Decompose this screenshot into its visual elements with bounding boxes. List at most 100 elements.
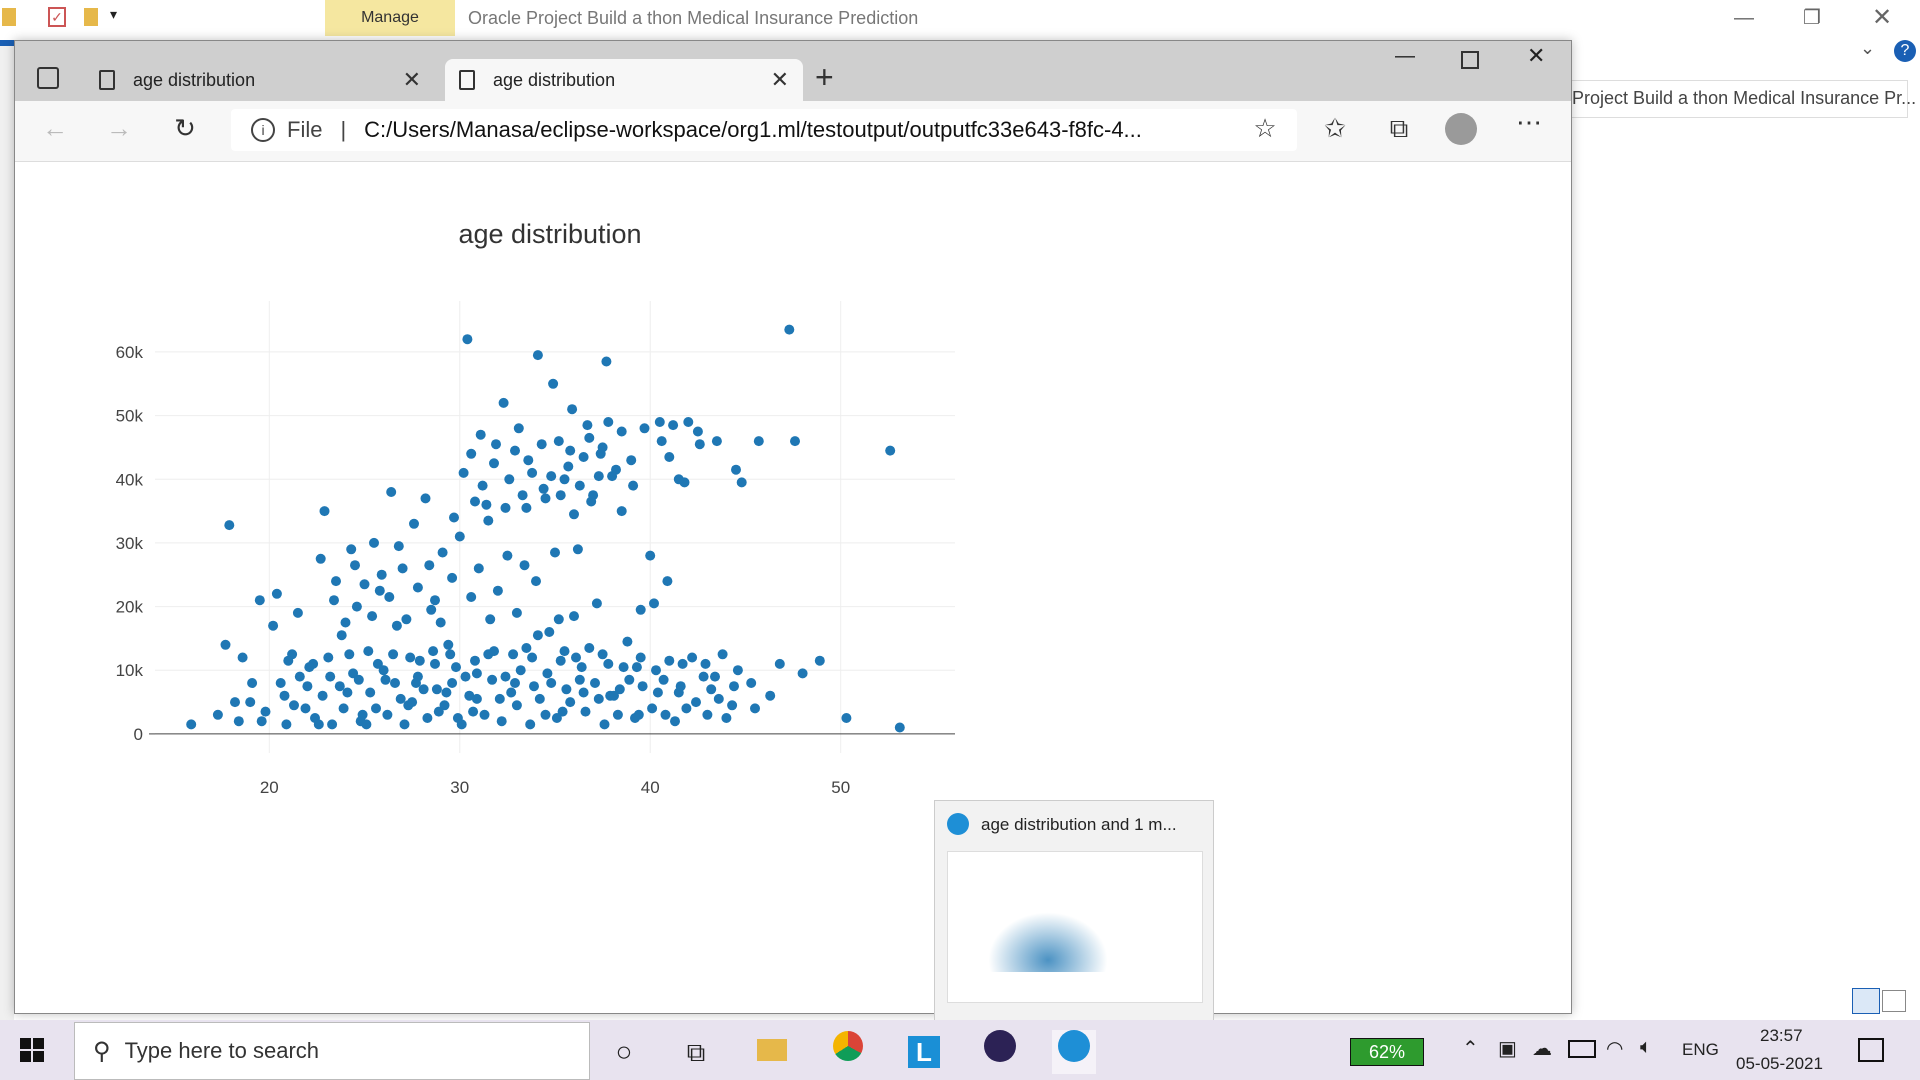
restore-icon[interactable]: ❐ [1803, 7, 1821, 29]
add-favorite-icon[interactable]: ☆ [1253, 113, 1277, 143]
scatter-point [365, 687, 376, 698]
checklist-icon[interactable]: ✓ [48, 7, 66, 27]
wifi-icon[interactable]: ◠ [1606, 1038, 1624, 1060]
show-hidden-icons[interactable]: ⌃ [1462, 1038, 1479, 1060]
address-bar[interactable]: i File | C:/Users/Manasa/eclipse-workspa… [231, 109, 1297, 151]
scatter-point [532, 630, 543, 641]
edge-taskbar-icon[interactable] [1052, 1030, 1096, 1074]
scatter-point [660, 709, 671, 720]
scatter-point [281, 719, 292, 730]
scatter-point [540, 493, 551, 504]
clock-date[interactable]: 05-05-2021 [1736, 1054, 1823, 1073]
refresh-icon[interactable]: ↻ [174, 113, 196, 143]
meet-now-icon[interactable]: ▣ [1498, 1038, 1517, 1060]
scatter-point [635, 604, 646, 615]
scatter-point [447, 678, 458, 688]
folder-icon[interactable] [84, 8, 98, 26]
scatter-point [391, 620, 402, 631]
scatter-point [433, 706, 444, 717]
tab-actions-icon[interactable] [37, 67, 59, 89]
quick-access-dropdown-icon[interactable]: ▾ [110, 6, 118, 22]
search-placeholder: Type here to search [124, 1038, 320, 1063]
address-url[interactable]: C:/Users/Manasa/eclipse-workspace/org1.m… [364, 117, 1142, 142]
scatter-point [489, 458, 499, 469]
ribbon-expand-icon[interactable]: ⌄ [1860, 38, 1876, 58]
scatter-point [256, 716, 267, 727]
scatter-point [186, 719, 197, 730]
eclipse-icon[interactable] [978, 1030, 1022, 1074]
scatter-point [683, 417, 694, 427]
scatter-point [447, 572, 458, 583]
scatter-point [477, 480, 488, 491]
scatter-point [395, 693, 406, 704]
details-view-icon[interactable] [1852, 988, 1880, 1014]
browser-close-icon[interactable]: ✕ [1527, 43, 1546, 68]
scatter-point [593, 471, 604, 482]
clock-time[interactable]: 23:57 [1760, 1026, 1803, 1045]
scatter-point [405, 652, 416, 663]
scatter-point [351, 601, 362, 612]
manage-tab[interactable]: Manage [325, 0, 455, 36]
scatter-point [336, 630, 347, 641]
chrome-icon[interactable] [826, 1030, 870, 1074]
battery-icon[interactable] [1568, 1040, 1596, 1058]
browser-minimize-icon[interactable]: — [1395, 45, 1415, 67]
close-icon[interactable]: ✕ [1871, 4, 1893, 31]
scatter-point [569, 509, 579, 520]
more-options-icon[interactable]: ⋯ [1516, 107, 1542, 137]
profile-avatar[interactable] [1445, 113, 1477, 145]
collections-icon[interactable]: ⧉ [1389, 113, 1409, 143]
notifications-icon[interactable] [1858, 1038, 1884, 1062]
large-icons-view-icon[interactable] [1882, 990, 1906, 1012]
back-icon[interactable]: ← [42, 113, 68, 143]
volume-icon[interactable]: 🔈︎ [1640, 1036, 1652, 1058]
scatter-point [268, 620, 279, 631]
tab-age-distribution-1[interactable]: age distribution ✕ [85, 59, 435, 101]
favorites-icon[interactable]: ✩ [1324, 113, 1346, 143]
cortana-icon[interactable]: ○ [615, 1036, 633, 1067]
scatter-point [431, 684, 442, 695]
task-view-icon[interactable]: ⧉ [686, 1037, 706, 1067]
scatter-point [344, 649, 355, 660]
scatter-point [489, 646, 499, 657]
search-icon: ⚲ [93, 1037, 111, 1065]
scatter-point [639, 423, 650, 434]
taskbar-preview[interactable]: age distribution and 1 m... [934, 800, 1214, 1022]
scatter-point [294, 671, 305, 682]
scatter-point [588, 490, 599, 501]
taskbar-search-input[interactable]: ⚲ Type here to search [74, 1022, 590, 1080]
scatter-point [420, 493, 431, 504]
file-explorer-icon[interactable] [750, 1030, 794, 1074]
scatter-point [412, 582, 423, 593]
scatter-point [572, 544, 583, 555]
y-tick-label: 20k [116, 598, 144, 617]
scatter-point [473, 563, 484, 574]
browser-maximize-icon[interactable] [1461, 51, 1479, 69]
scatter-point [519, 560, 530, 571]
scatter-plot: 0 10k 20k 30k 40k 50k 60k 20 30 40 50 [116, 301, 955, 797]
scatter-point [702, 709, 713, 720]
document-icon [99, 70, 115, 90]
battery-badge[interactable]: 62% [1350, 1038, 1424, 1066]
scatter-point [681, 703, 692, 714]
help-icon[interactable]: ? [1894, 40, 1916, 62]
onedrive-icon[interactable]: ☁ [1532, 1038, 1552, 1060]
scatter-point [694, 439, 705, 450]
scatter-point [622, 636, 633, 647]
forward-icon[interactable]: → [106, 113, 132, 143]
scatter-point [692, 426, 703, 437]
folder-icon[interactable] [2, 8, 16, 26]
lens-app-icon[interactable]: L [902, 1030, 946, 1074]
close-tab-icon[interactable]: ✕ [402, 67, 421, 92]
close-tab-icon[interactable]: ✕ [770, 67, 789, 92]
scatter-point [319, 506, 330, 517]
info-icon[interactable]: i [251, 118, 275, 142]
minimize-icon[interactable]: — [1734, 7, 1754, 29]
scatter-point [614, 684, 625, 695]
start-icon[interactable] [20, 1038, 44, 1062]
tab-age-distribution-2[interactable]: age distribution ✕ [445, 59, 803, 101]
new-tab-icon[interactable]: + [815, 59, 834, 95]
scatter-point [466, 448, 477, 459]
language-indicator[interactable]: ENG [1682, 1040, 1719, 1059]
scatter-point [612, 709, 623, 720]
